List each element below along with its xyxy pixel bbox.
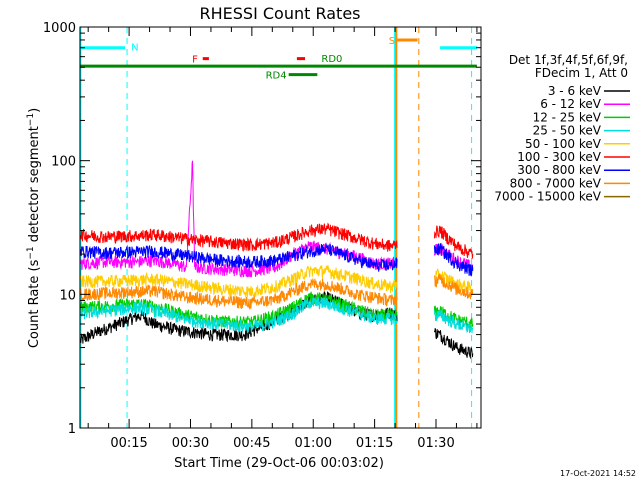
flag-label-f: F — [192, 55, 198, 66]
legend-label-100-300-kev: 100 - 300 keV — [517, 150, 601, 164]
legend-header-line: Det 1f,3f,4f,5f,6f,9f, — [509, 53, 628, 67]
series-line-25-50-kev — [79, 296, 398, 334]
x-tick-label: 00:45 — [233, 436, 270, 451]
y-label-part: detector segment — [27, 126, 42, 246]
legend-header-line: FDecim 1, Att 0 — [535, 66, 628, 80]
x-tick-label: 01:30 — [417, 436, 454, 451]
y-label-superscript: −1 — [26, 246, 36, 259]
y-tick-label: 100 — [51, 155, 76, 170]
legend-label-800-7000-kev: 800 - 7000 keV — [510, 176, 602, 190]
y-label-superscript: −1 — [26, 113, 36, 126]
y-tick-label: 10 — [59, 288, 76, 303]
legend-label-7000-15000-kev: 7000 - 15000 keV — [494, 190, 601, 204]
legend-label-25-50-kev: 25 - 50 keV — [533, 124, 602, 138]
y-label-part: Count Rate (s — [27, 259, 42, 348]
legend: Det 1f,3f,4f,5f,6f,9f,FDecim 1, Att 0 3 -… — [494, 53, 630, 204]
series-line-800-7000-kev — [79, 278, 398, 310]
series-line-300-800-kev — [433, 243, 474, 277]
flag-label-rd4: RD4 — [266, 71, 287, 82]
y-tick-label: 1000 — [43, 21, 76, 36]
chart-title: RHESSI Count Rates — [200, 4, 361, 23]
x-tick-label: 00:15 — [110, 436, 147, 451]
series-line-25-50-kev — [433, 309, 474, 334]
series-line-12-25-kev — [433, 305, 474, 329]
x-tick-label: 01:00 — [295, 436, 332, 451]
legend-label-6-12-kev: 6 - 12 keV — [540, 97, 602, 111]
y-label-part: ) — [27, 108, 42, 113]
series-line-800-7000-kev — [434, 273, 474, 300]
legend-label-300-800-kev: 300 - 800 keV — [517, 163, 601, 177]
plot-area: N F S RD0 RD4 — [79, 27, 477, 428]
y-axis: 1 10 100 1000 — [43, 21, 481, 437]
x-tick-label: 00:30 — [172, 436, 209, 451]
timestamp: 17-Oct-2021 14:52 — [560, 469, 636, 478]
flag-label-rd0: RD0 — [321, 54, 342, 65]
x-tick-label: 01:15 — [356, 436, 393, 451]
series-line-3-6-kev — [433, 328, 474, 360]
series-line-300-800-kev — [79, 243, 398, 272]
legend-label-12-25-kev: 12 - 25 keV — [533, 110, 602, 124]
x-axis: 00:15 00:30 00:45 01:00 01:15 01:30 — [87, 27, 478, 451]
flag-label-n: N — [131, 43, 138, 54]
flag-label-s: S — [389, 36, 395, 47]
series-line-100-300-kev — [79, 222, 398, 252]
legend-label-50-100-kev: 50 - 100 keV — [525, 137, 602, 151]
series-line-50-100-kev — [79, 264, 398, 298]
y-tick-label: 1 — [68, 422, 76, 437]
plot-frame — [79, 26, 482, 429]
y-axis-label: Count Rate (s−1 detector segment−1) — [26, 108, 42, 348]
x-axis-label: Start Time (29-Oct-06 00:03:02) — [174, 456, 384, 471]
legend-label-3-6-kev: 3 - 6 keV — [548, 84, 602, 98]
series-line-100-300-kev — [433, 225, 474, 259]
